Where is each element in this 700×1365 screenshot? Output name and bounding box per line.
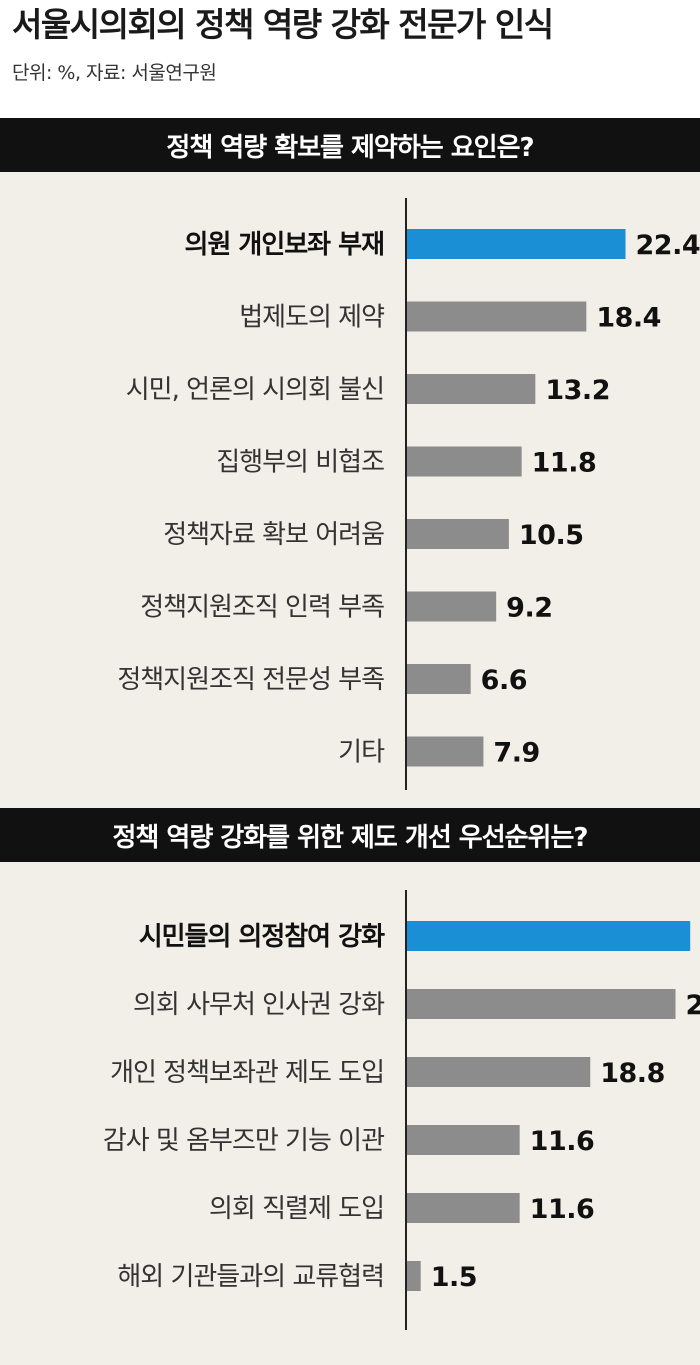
chart1-category-label: 기타 <box>338 738 385 768</box>
chart2-bar <box>406 921 691 951</box>
chart1-title: 정책 역량 확보를 제약하는 요인은? <box>0 118 700 172</box>
chart1-value-label: 10.5 <box>519 520 584 551</box>
chart1-category-label: 집행부의 비협조 <box>216 448 384 478</box>
chart1-category-label: 시민, 언론의 시의회 불신 <box>126 375 384 405</box>
source-note: 단위: %, 자료: 서울연구원 <box>12 62 217 84</box>
chart2-value-label: 27.5 <box>686 990 700 1021</box>
chart2-category-label: 개인 정책보좌관 제도 도입 <box>110 1058 384 1088</box>
chart1-value-label: 9.2 <box>506 593 552 624</box>
chart1-svg: 의원 개인보좌 부재 22.4 법제도의 제약 18.4 시민, 언론의 시의회 불신 1… <box>117 198 700 790</box>
chart2-category-label: 감사 및 옴부즈만 기능 이관 <box>103 1126 384 1156</box>
chart2-value-label: 1.5 <box>431 1262 477 1293</box>
chart2-category-label: 시민들의 의정참여 강화 <box>139 922 385 952</box>
chart1-bar <box>406 229 626 259</box>
chart1-bar <box>406 736 484 767</box>
chart2-category-label: 해외 기관들과의 교류협력 <box>117 1262 384 1292</box>
chart2-value-label: 11.6 <box>530 1126 595 1157</box>
chart2-bar <box>406 989 676 1019</box>
chart1-category-label: 정책지원조직 인력 부족 <box>140 593 384 623</box>
chart1-value-label: 22.4 <box>636 230 700 261</box>
chart2-svg: 시민들의 의정참여 강화29의회 사무처 인사권 강화27.5개인 정책보좌관 … <box>103 890 700 1330</box>
chart2-bar <box>406 1057 591 1087</box>
chart1-value-label: 7.9 <box>493 738 539 769</box>
chart2-category-label: 의회 사무처 인사권 강화 <box>133 990 385 1020</box>
chart2-category-label: 의회 직렬제 도입 <box>209 1194 384 1224</box>
chart2-bar <box>406 1193 520 1223</box>
chart1-value-label: 6.6 <box>481 665 527 696</box>
chart1-value-label: 13.2 <box>545 375 610 406</box>
chart1-bar <box>406 664 471 694</box>
chart1-bar <box>406 301 587 332</box>
chart1-category-label: 법제도의 제약 <box>239 303 384 333</box>
chart2-title: 정책 역량 강화를 위한 제도 개선 우선순위는? <box>0 808 700 862</box>
chart2-value-label: 18.8 <box>600 1058 665 1089</box>
chart2-bar <box>406 1125 520 1155</box>
chart1-bar <box>406 374 536 404</box>
chart1-category-label: 정책지원조직 전문성 부족 <box>117 665 384 695</box>
chart1-bar <box>406 519 509 549</box>
chart1-bar <box>406 591 497 622</box>
chart1-value-label: 11.8 <box>532 448 597 479</box>
chart2-value-label: 11.6 <box>530 1194 595 1225</box>
chart1-bar <box>406 446 522 477</box>
chart1-category-label: 정책자료 확보 어려움 <box>163 520 384 550</box>
page-title: 서울시의회의 정책 역량 강화 전문가 인식 <box>12 5 554 44</box>
chart1-value-label: 18.4 <box>596 303 661 334</box>
chart1-category-label: 의원 개인보좌 부재 <box>185 230 384 260</box>
chart2-bar <box>406 1261 421 1291</box>
